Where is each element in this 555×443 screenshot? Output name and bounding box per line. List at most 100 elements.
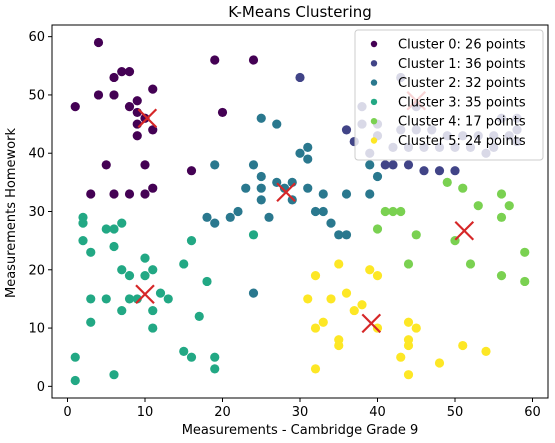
- cluster-4-point: [504, 201, 514, 211]
- cluster-4-point: [520, 276, 530, 287]
- cluster-3-point: [186, 236, 197, 246]
- cluster-2-point: [256, 171, 266, 182]
- cluster-5-point: [365, 265, 375, 275]
- cluster-0-point: [210, 55, 220, 65]
- legend-frame: [354, 29, 544, 161]
- cluster-2-point: [202, 212, 212, 222]
- cluster-2-point: [341, 230, 352, 240]
- cluster-4-point: [465, 259, 476, 269]
- cluster-0-point: [124, 189, 135, 199]
- legend-entry: Cluster 3: 35 points: [398, 95, 526, 110]
- cluster-2-point: [233, 206, 243, 217]
- cluster-5-point: [334, 340, 344, 351]
- cluster-3-point: [117, 218, 127, 228]
- cluster-5-point: [357, 300, 367, 310]
- centroid-stroke: [276, 182, 296, 203]
- y-tick-label: 50: [28, 88, 45, 103]
- cluster-2-point: [303, 154, 313, 164]
- cluster-3-point: [78, 236, 88, 246]
- cluster-3-point: [124, 294, 135, 304]
- cluster-2-point: [365, 189, 375, 199]
- y-tick-label: 0: [37, 380, 45, 395]
- plot-frame: [51, 24, 549, 399]
- axis-ticks: 0 10 20 30 40 50 60 0 10 20 30 40 50 60: [28, 30, 540, 420]
- cluster-0-point: [140, 189, 150, 199]
- cluster-3-point: [109, 241, 119, 252]
- cluster-4-point: [411, 230, 421, 240]
- centroid-stroke: [454, 220, 475, 241]
- cluster-2-point: [303, 142, 313, 152]
- cluster-2-point: [264, 212, 274, 222]
- cluster-4-point: [442, 177, 452, 187]
- cluster-0-point: [140, 160, 150, 170]
- x-tick-label: 30: [292, 405, 309, 420]
- legend-entry: Cluster 0: 26 points: [398, 38, 526, 53]
- cluster-0-point: [93, 37, 104, 48]
- cluster-3-point: [109, 370, 119, 380]
- centroid-marker: [454, 220, 475, 241]
- legend-marker: [370, 137, 378, 144]
- cluster-3-point: [210, 352, 220, 362]
- legend-entry: Cluster 1: 36 points: [398, 57, 526, 72]
- cluster-2-point: [295, 148, 305, 158]
- cluster-0-point: [124, 101, 135, 112]
- cluster-0-point: [109, 90, 119, 100]
- cluster-5-point: [481, 346, 491, 356]
- cluster-3-point: [186, 352, 197, 362]
- y-tick-label: 20: [28, 263, 45, 278]
- y-tick-label: 40: [28, 147, 45, 162]
- legend-entry: Cluster 2: 32 points: [398, 76, 526, 91]
- cluster-5-point: [434, 358, 445, 368]
- cluster-0-point: [109, 72, 119, 83]
- cluster-0-point: [140, 113, 150, 123]
- cluster-2-point: [310, 206, 321, 217]
- cluster-4-point: [372, 224, 383, 234]
- cluster-1-point: [295, 72, 305, 83]
- cluster-5-point: [372, 271, 383, 281]
- cluster-1-point: [380, 160, 390, 170]
- cluster-5-point: [403, 317, 414, 327]
- x-tick-label: 10: [137, 405, 154, 420]
- cluster-3-point: [140, 253, 150, 263]
- cluster-0-point: [148, 125, 158, 135]
- cluster-3-point: [78, 218, 88, 228]
- cluster-0-point: [124, 67, 135, 77]
- cluster-0-point: [109, 189, 119, 199]
- cluster-3-point: [148, 305, 158, 316]
- y-tick-label: 30: [28, 205, 45, 220]
- cluster-2-point: [318, 206, 328, 217]
- cluster-5-point: [458, 340, 468, 351]
- legend-marker: [370, 118, 378, 125]
- cluster-0-point: [148, 183, 158, 193]
- cluster-0-point: [248, 55, 259, 65]
- cluster-1-point: [434, 166, 445, 176]
- cluster-3-point: [148, 323, 158, 333]
- centroid-stroke: [361, 313, 382, 334]
- y-tick-label: 60: [28, 30, 45, 45]
- x-tick-label: 0: [63, 405, 71, 420]
- legend-marker: [370, 79, 378, 86]
- cluster-2-point: [248, 160, 259, 170]
- cluster-0-point: [132, 96, 142, 106]
- cluster-3-point: [117, 265, 127, 275]
- cluster-0-point: [186, 166, 197, 176]
- cluster-3-point: [194, 311, 204, 322]
- cluster-5-point: [303, 294, 313, 304]
- cluster-4-point: [396, 206, 406, 217]
- cluster-4-point: [473, 201, 483, 211]
- cluster-0-point: [86, 189, 96, 199]
- cluster-3-point: [109, 224, 119, 234]
- x-tick-label: 20: [214, 405, 231, 420]
- cluster-3-point: [179, 259, 189, 269]
- cluster-5-point: [334, 259, 344, 269]
- cluster-2-point: [256, 195, 266, 205]
- centroid-stroke: [135, 284, 155, 305]
- cluster-3-point: [210, 364, 220, 374]
- cluster-2-point: [334, 230, 344, 240]
- cluster-3-point: [70, 375, 80, 386]
- cluster-0-point: [148, 84, 158, 94]
- cluster-5-point: [318, 317, 328, 327]
- cluster-3-point: [117, 305, 127, 316]
- cluster-2-point: [326, 218, 336, 228]
